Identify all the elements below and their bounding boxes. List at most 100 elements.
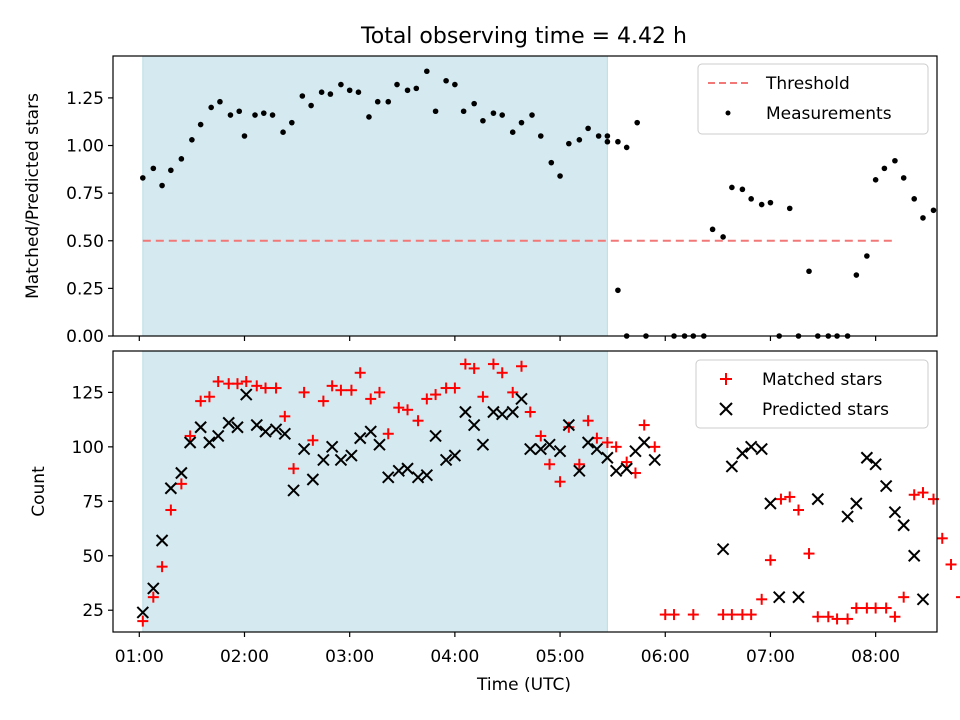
matched-star-point: [726, 609, 738, 621]
measurement-point: [930, 207, 937, 214]
matched-star-point: [850, 602, 862, 614]
measurement-point: [872, 177, 879, 183]
measurement-point: [452, 81, 458, 88]
matched-star-point: [756, 593, 768, 605]
measurement-point: [443, 77, 449, 84]
matched-star-point: [156, 561, 168, 573]
predicted-star-point: [869, 458, 882, 471]
matched-star-point: [307, 434, 319, 446]
predicted-star-point: [194, 421, 207, 434]
predicted-star-point: [164, 482, 178, 495]
measurement-point: [299, 93, 306, 99]
measurement-point: [566, 140, 572, 147]
matched-star-point: [335, 384, 347, 396]
measurement-point: [529, 112, 535, 118]
measurement-point: [576, 137, 583, 143]
measurement-point: [585, 125, 591, 132]
matched-star-point: [831, 613, 843, 625]
x-tick-label: 04:00: [430, 647, 479, 667]
predicted-star-point: [792, 590, 805, 604]
predicted-star-point: [879, 479, 893, 493]
measurement-point: [892, 157, 898, 164]
measurement-point: [548, 159, 555, 166]
matched-star-point: [945, 558, 957, 570]
matched-star-point: [563, 421, 575, 433]
measurement-point: [227, 112, 234, 118]
measurement-point: [509, 129, 516, 135]
bottom-panel: 25 50 75 100 125 01:00 02:00 03:00 04:00 05:00 06…: [29, 350, 960, 695]
matched-star-point: [601, 436, 613, 448]
measurement-point: [168, 167, 174, 174]
measurement-point: [327, 91, 334, 97]
y-tick-label: 100: [72, 438, 104, 458]
predicted-star-point: [850, 497, 863, 510]
matched-star-point: [421, 393, 433, 405]
measurement-point: [460, 108, 467, 115]
predicted-star-point: [429, 429, 442, 443]
top-legend-box: [697, 63, 929, 135]
predicted-star-point: [420, 468, 434, 482]
matched-star-point: [535, 430, 547, 442]
predicted-star-point: [364, 425, 377, 438]
predicted-star-point: [297, 442, 311, 456]
matched-star-point: [573, 458, 585, 470]
matched-star-point: [775, 493, 787, 505]
matched-star-point: [544, 458, 556, 470]
matched-star-point: [822, 611, 834, 623]
predicted-star-point: [269, 423, 283, 436]
predicted-star-point: [325, 440, 339, 454]
top-y-axis-label: Matched/Predicted stars: [23, 93, 43, 299]
measurement-point: [394, 81, 400, 88]
predicted-star-point: [278, 427, 292, 440]
predicted-star-point: [725, 460, 739, 473]
predicted-star-point: [287, 484, 300, 497]
measurement-point: [208, 104, 214, 111]
predicted-star-point: [648, 453, 661, 467]
matched-star-point: [745, 609, 757, 621]
measurement-point: [615, 138, 621, 145]
matched-star-point: [298, 386, 310, 398]
matched-star-point: [147, 591, 159, 603]
predicted-star-point: [459, 405, 472, 419]
matched-star-point: [936, 532, 948, 544]
top-y-ticks: 0.00 0.25 0.50 0.75 1.00 1.25: [66, 89, 113, 347]
measurement-point: [806, 268, 812, 275]
matched-star-point: [165, 504, 177, 516]
measurement-point: [537, 133, 544, 139]
predicted-star-point: [534, 442, 547, 456]
x-axis-label: Time (UTC): [476, 675, 571, 695]
predicted-star-point: [609, 464, 623, 478]
measurement-point: [518, 119, 525, 126]
matched-star-point: [621, 456, 633, 468]
measurement-point: [338, 81, 344, 88]
measurement-point: [374, 98, 381, 105]
predicted-star-point: [382, 471, 395, 484]
matched-star-point: [354, 367, 366, 379]
predicted-star-point: [908, 549, 921, 562]
measurement-point: [709, 226, 716, 233]
matched-star-point: [515, 360, 527, 372]
matched-star-point: [792, 504, 804, 516]
measurement-point: [366, 114, 372, 120]
measurement-point: [252, 112, 258, 118]
predicted-star-point: [744, 440, 758, 454]
measurement-point: [355, 89, 362, 95]
bottom-legend: Matched stars Predicted stars: [695, 359, 929, 429]
x-tick-label: 08:00: [851, 647, 900, 667]
predicted-star-point: [448, 449, 462, 462]
measurement-point: [490, 110, 497, 116]
x-tick-label: 02:00: [220, 647, 269, 667]
measurement-point: [189, 137, 195, 143]
measurement-point: [557, 173, 563, 179]
matched-star-point: [764, 554, 776, 566]
predicted-star-point: [496, 407, 509, 421]
top-axes-frame: [112, 55, 938, 337]
matched-star-point: [184, 430, 196, 442]
predicted-star-point: [183, 436, 197, 449]
predicted-star-point: [515, 392, 528, 406]
matched-star-point: [279, 410, 291, 422]
predicted-star-point: [222, 416, 235, 430]
measurement-point: [767, 199, 774, 206]
measurement-point: [217, 98, 223, 105]
predicted-star-point: [888, 505, 902, 519]
